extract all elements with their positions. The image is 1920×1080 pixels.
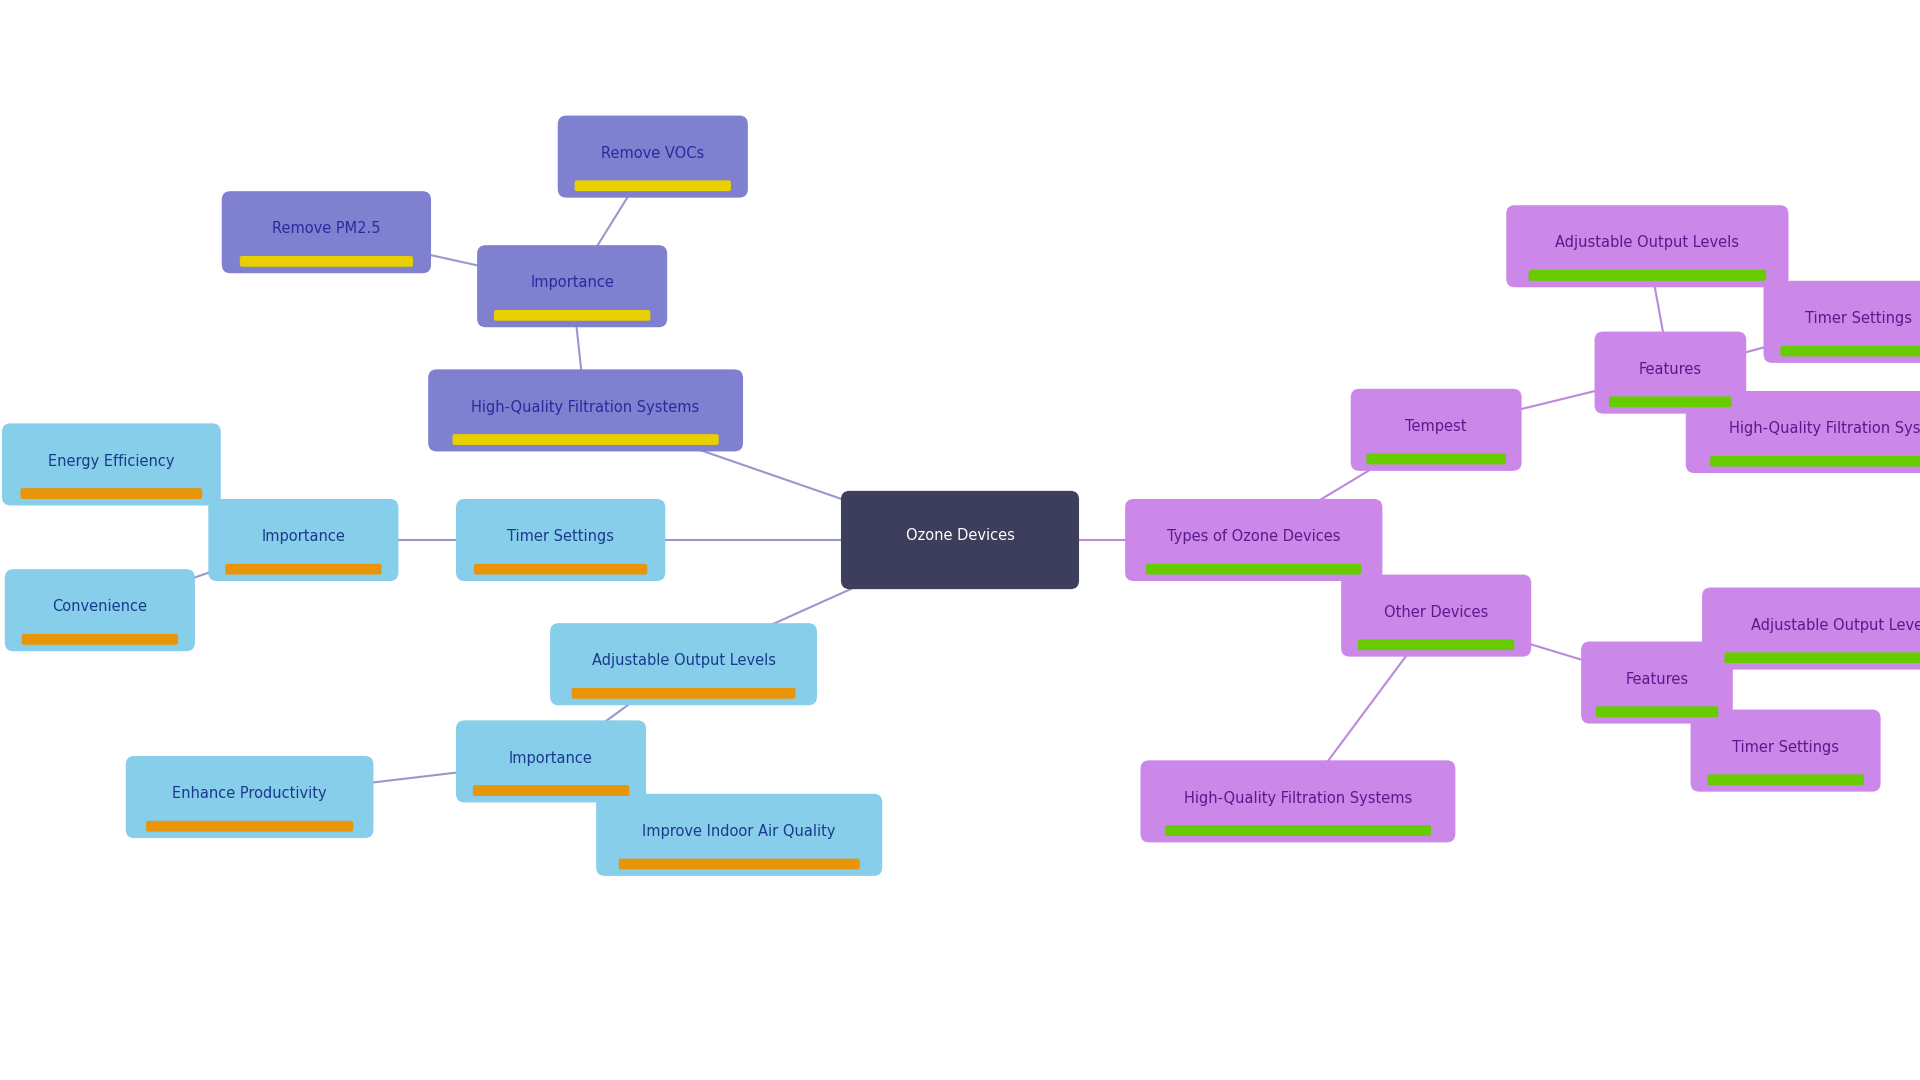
FancyBboxPatch shape <box>6 569 196 651</box>
FancyBboxPatch shape <box>1580 642 1732 724</box>
FancyBboxPatch shape <box>618 859 860 869</box>
FancyBboxPatch shape <box>1711 456 1920 467</box>
Text: Adjustable Output Levels: Adjustable Output Levels <box>1751 618 1920 633</box>
FancyBboxPatch shape <box>572 688 795 699</box>
FancyBboxPatch shape <box>1146 564 1361 575</box>
Text: Enhance Productivity: Enhance Productivity <box>173 786 326 801</box>
FancyBboxPatch shape <box>557 116 747 198</box>
FancyBboxPatch shape <box>2 423 221 505</box>
FancyBboxPatch shape <box>474 564 647 575</box>
Text: Types of Ozone Devices: Types of Ozone Devices <box>1167 529 1340 544</box>
FancyBboxPatch shape <box>574 180 732 191</box>
Text: Adjustable Output Levels: Adjustable Output Levels <box>591 653 776 669</box>
FancyBboxPatch shape <box>1528 270 1766 281</box>
Text: Energy Efficiency: Energy Efficiency <box>48 454 175 469</box>
Text: Ozone Devices: Ozone Devices <box>906 528 1014 543</box>
FancyBboxPatch shape <box>1763 281 1920 363</box>
FancyBboxPatch shape <box>455 720 645 802</box>
FancyBboxPatch shape <box>841 490 1079 590</box>
FancyBboxPatch shape <box>1140 760 1455 842</box>
FancyBboxPatch shape <box>1690 710 1880 792</box>
Text: Improve Indoor Air Quality: Improve Indoor Air Quality <box>643 824 835 839</box>
FancyBboxPatch shape <box>1701 588 1920 670</box>
Text: Remove VOCs: Remove VOCs <box>601 146 705 161</box>
Text: Timer Settings: Timer Settings <box>1805 311 1912 326</box>
FancyBboxPatch shape <box>1780 346 1920 356</box>
FancyBboxPatch shape <box>1707 774 1864 785</box>
Text: Importance: Importance <box>530 275 614 291</box>
FancyBboxPatch shape <box>21 488 202 499</box>
FancyBboxPatch shape <box>1357 639 1515 650</box>
Text: Timer Settings: Timer Settings <box>1732 740 1839 755</box>
FancyBboxPatch shape <box>240 256 413 267</box>
FancyBboxPatch shape <box>1165 825 1430 836</box>
FancyBboxPatch shape <box>221 191 430 273</box>
Text: Importance: Importance <box>261 529 346 544</box>
FancyBboxPatch shape <box>1340 575 1530 657</box>
FancyBboxPatch shape <box>472 785 630 796</box>
FancyBboxPatch shape <box>1609 396 1732 407</box>
FancyBboxPatch shape <box>146 821 353 832</box>
FancyBboxPatch shape <box>455 499 664 581</box>
FancyBboxPatch shape <box>549 623 818 705</box>
Text: Tempest: Tempest <box>1405 419 1467 434</box>
FancyBboxPatch shape <box>1367 454 1505 464</box>
FancyBboxPatch shape <box>1596 706 1718 717</box>
FancyBboxPatch shape <box>1594 332 1747 414</box>
Text: High-Quality Filtration Systems: High-Quality Filtration Systems <box>1730 421 1920 436</box>
Text: Other Devices: Other Devices <box>1384 605 1488 620</box>
FancyBboxPatch shape <box>207 499 397 581</box>
FancyBboxPatch shape <box>21 634 179 645</box>
Text: Remove PM2.5: Remove PM2.5 <box>273 221 380 237</box>
FancyBboxPatch shape <box>428 369 743 451</box>
FancyBboxPatch shape <box>125 756 372 838</box>
Text: High-Quality Filtration Systems: High-Quality Filtration Systems <box>1185 791 1411 806</box>
FancyBboxPatch shape <box>1352 389 1521 471</box>
Text: High-Quality Filtration Systems: High-Quality Filtration Systems <box>472 400 699 415</box>
FancyBboxPatch shape <box>453 434 718 445</box>
FancyBboxPatch shape <box>1505 205 1789 287</box>
FancyBboxPatch shape <box>225 564 382 575</box>
FancyBboxPatch shape <box>1686 391 1920 473</box>
FancyBboxPatch shape <box>476 245 668 327</box>
FancyBboxPatch shape <box>1724 652 1920 663</box>
Text: Features: Features <box>1626 672 1688 687</box>
Text: Importance: Importance <box>509 751 593 766</box>
Text: Features: Features <box>1640 362 1701 377</box>
FancyBboxPatch shape <box>1125 499 1382 581</box>
Text: Adjustable Output Levels: Adjustable Output Levels <box>1555 235 1740 251</box>
FancyBboxPatch shape <box>595 794 881 876</box>
Text: Convenience: Convenience <box>52 599 148 615</box>
Text: Timer Settings: Timer Settings <box>507 529 614 544</box>
FancyBboxPatch shape <box>493 310 651 321</box>
